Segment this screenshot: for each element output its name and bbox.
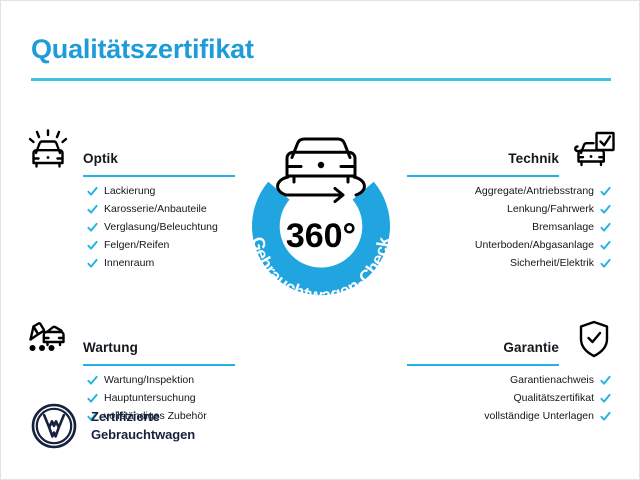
list-item: Qualitätszertifikat	[401, 391, 611, 405]
list-item: Lenkung/Fahrwerk	[401, 203, 611, 216]
check-icon	[600, 222, 611, 233]
car-checkbox-icon	[571, 129, 617, 173]
section-wartung-divider	[83, 363, 235, 366]
list-item-label: Aggregate/Antriebsstrang	[474, 185, 594, 197]
check-icon	[87, 204, 98, 215]
360-gebrauchtwagen-check-badge: Gebrauchtwagen-Check 360°	[230, 121, 412, 317]
list-item-label: Innenraum	[104, 257, 155, 270]
list-item-label: Garantienachweis	[509, 373, 594, 386]
section-wartung: Wartung Wartung/Inspektion Hauptuntersuc…	[25, 318, 235, 423]
check-icon	[600, 375, 611, 386]
list-item: Bremsanlage	[401, 222, 611, 234]
list-item-label: Felgen/Reifen	[104, 239, 170, 252]
section-garantie-divider	[407, 363, 559, 366]
section-wartung-header: Wartung	[25, 318, 235, 364]
section-garantie-header: Garantie	[401, 318, 617, 364]
list-item-label: Unterboden/Abgasanlage	[474, 239, 594, 252]
page-title: Qualitätszertifikat	[31, 34, 254, 64]
section-optik: Optik Lackierung Karosserie/Anbauteile	[25, 129, 235, 270]
check-icon	[87, 186, 98, 197]
list-item-label: Hauptuntersuchung	[104, 391, 196, 404]
section-technik: Technik Aggregate/Antriebsstrang Lenkung…	[401, 129, 617, 270]
list-item-label: Wartung/Inspektion	[104, 373, 195, 386]
car-shine-icon	[25, 129, 71, 173]
section-optik-list: Lackierung Karosserie/Anbauteile Verglas…	[25, 185, 235, 270]
list-item: Karosserie/Anbauteile	[87, 203, 235, 216]
list-item-label: Qualitätszertifikat	[513, 391, 594, 404]
check-icon	[87, 240, 98, 251]
check-icon	[87, 393, 98, 404]
list-item: Garantienachweis	[401, 373, 611, 387]
section-garantie-title: Garantie	[503, 339, 559, 355]
list-item: Lackierung	[87, 185, 235, 198]
car-service-pen-icon	[25, 318, 71, 362]
list-item: Hauptuntersuchung	[87, 391, 235, 405]
list-item-label: Verglasung/Beleuchtung	[104, 221, 218, 234]
list-item-label: Lackierung	[104, 185, 156, 197]
section-technik-divider	[407, 175, 559, 177]
section-technik-header: Technik	[401, 129, 617, 175]
section-garantie: Garantie Garantienachweis Qualitätszerti…	[401, 318, 617, 423]
list-item: Felgen/Reifen	[87, 240, 235, 252]
list-item: Wartung/Inspektion	[87, 373, 235, 387]
check-icon	[87, 375, 98, 386]
section-optik-title: Optik	[83, 151, 119, 166]
shield-check-icon	[571, 318, 617, 362]
list-item: Unterboden/Abgasanlage	[401, 240, 611, 252]
badge-ring	[252, 181, 390, 296]
header-divider	[31, 77, 611, 81]
list-item: vollständige Unterlagen	[401, 409, 611, 423]
list-item: Verglasung/Beleuchtung	[87, 222, 235, 234]
list-item-label: vollständiges Zubehör	[104, 409, 207, 422]
list-item: vollständiges Zubehör	[87, 409, 235, 423]
check-icon	[600, 411, 611, 422]
check-icon	[600, 186, 611, 197]
check-icon	[87, 222, 98, 233]
right-column: Technik Aggregate/Antriebsstrang Lenkung…	[401, 129, 617, 429]
vw-logo	[31, 403, 77, 449]
badge-center-label: 360°	[286, 217, 356, 255]
section-optik-header: Optik	[25, 129, 235, 175]
list-item-label: Lenkung/Fahrwerk	[507, 203, 594, 216]
left-column: Optik Lackierung Karosserie/Anbauteile	[25, 129, 235, 429]
check-icon	[600, 258, 611, 269]
vw-line-1: Zertifizierte	[91, 409, 160, 425]
list-item: Innenraum	[87, 258, 235, 270]
vw-footer: Zertifizierte Gebrauchtwagen	[31, 403, 195, 449]
section-wartung-list: Wartung/Inspektion Hauptuntersuchung vol…	[25, 373, 235, 423]
list-item: Aggregate/Antriebsstrang	[401, 185, 611, 198]
section-garantie-list: Garantienachweis Qualitätszertifikat vol…	[401, 373, 617, 423]
vw-wordmark: Zertifizierte Gebrauchtwagen	[91, 408, 195, 443]
list-item-label: Sicherheit/Elektrik	[509, 257, 594, 270]
section-optik-divider	[83, 175, 235, 177]
list-item-label: Karosserie/Anbauteile	[104, 203, 207, 216]
list-item: Sicherheit/Elektrik	[401, 258, 611, 270]
section-wartung-title: Wartung	[83, 339, 138, 355]
check-icon	[87, 411, 98, 422]
list-item-label: vollständige Unterlagen	[484, 409, 594, 422]
check-icon	[87, 258, 98, 269]
car-rotate-icon	[276, 137, 366, 203]
section-technik-title: Technik	[508, 151, 559, 166]
vw-line-2: Gebrauchtwagen	[91, 427, 196, 442]
check-icon	[600, 204, 611, 215]
check-icon	[600, 240, 611, 251]
list-item-label: Bremsanlage	[532, 221, 594, 234]
section-technik-list: Aggregate/Antriebsstrang Lenkung/Fahrwer…	[401, 185, 617, 270]
check-icon	[600, 393, 611, 404]
page-header: Qualitätszertifikat	[31, 34, 611, 81]
